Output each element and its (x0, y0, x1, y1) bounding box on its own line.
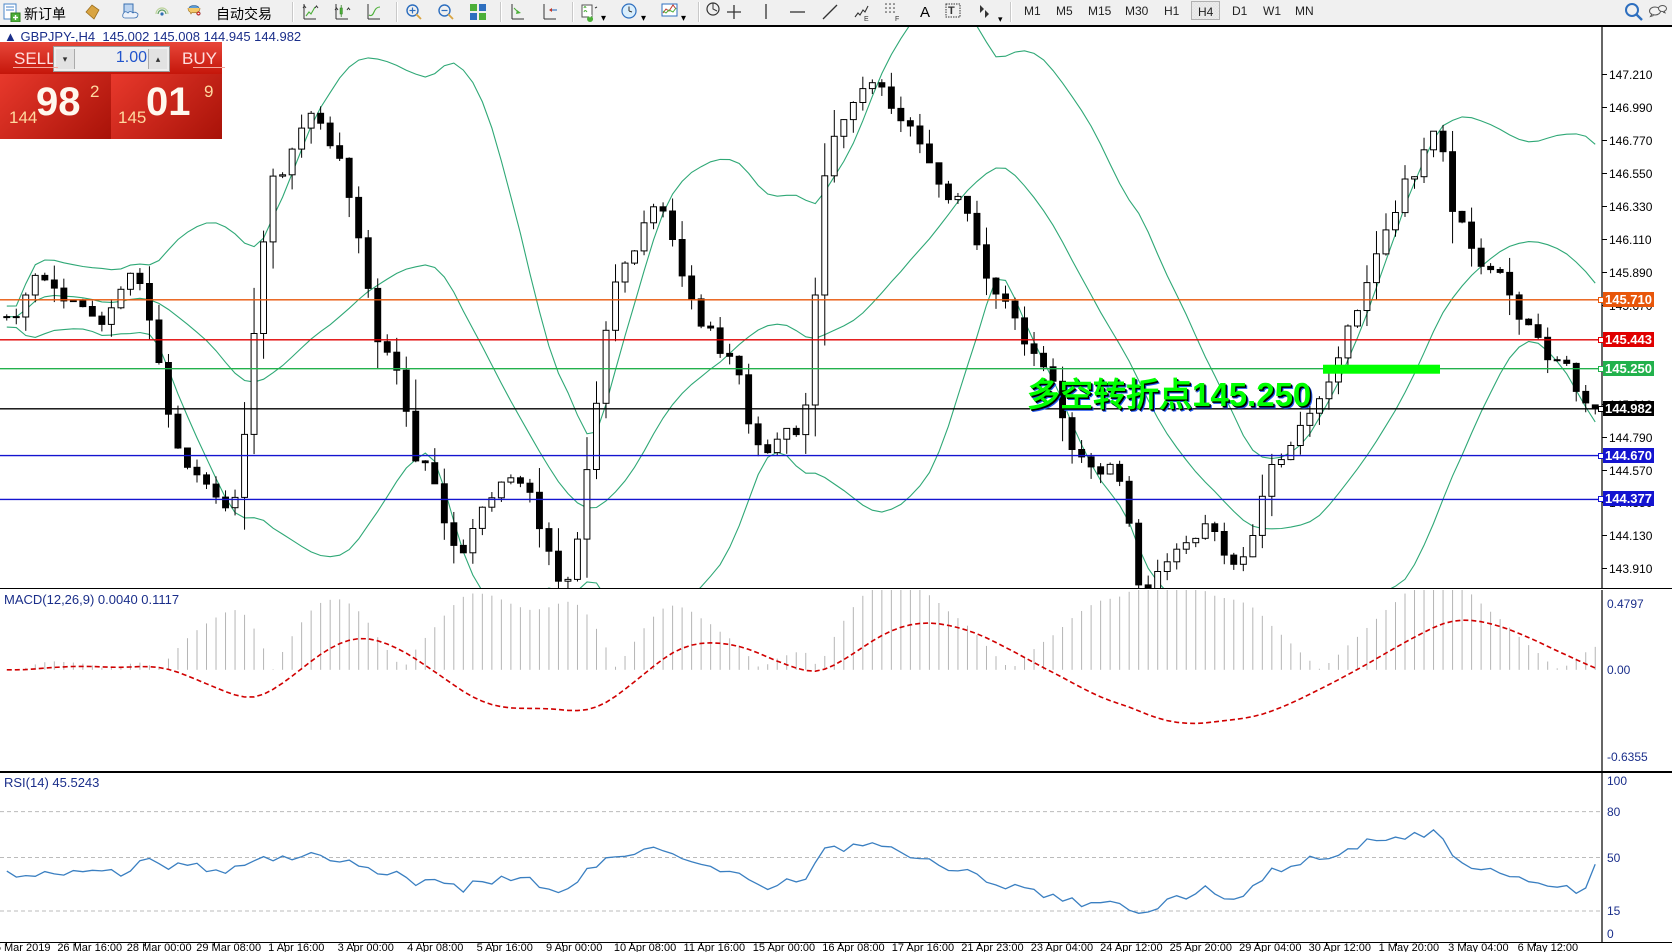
svg-text:F: F (895, 16, 899, 22)
svg-text:E: E (864, 16, 869, 22)
svg-text:多空转折点145.250: 多空转折点145.250 (1027, 376, 1311, 413)
svg-text:T: T (948, 5, 955, 17)
